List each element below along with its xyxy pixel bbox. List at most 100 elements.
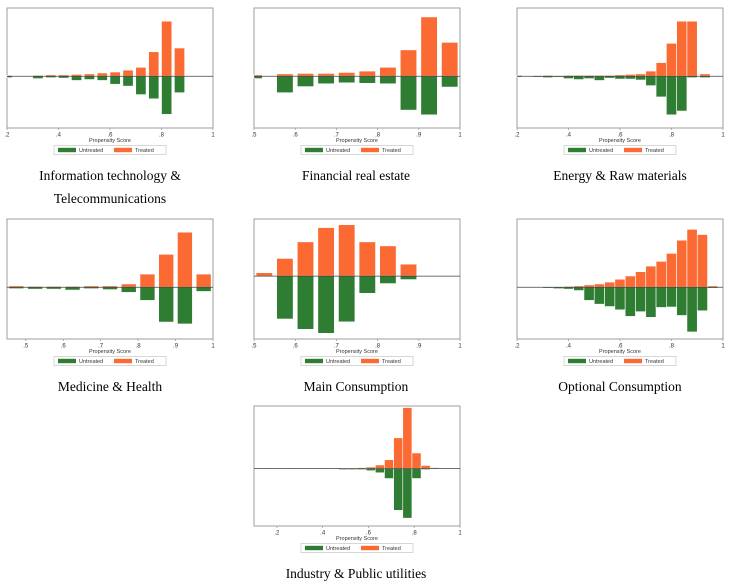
treated-bar	[646, 71, 656, 76]
x-axis-title: Propensity Score	[336, 536, 378, 542]
untreated-bar	[394, 469, 403, 511]
untreated-bar	[375, 469, 384, 473]
legend-label: Treated	[645, 359, 664, 365]
treated-bar	[400, 50, 416, 76]
untreated-bar	[136, 76, 146, 94]
untreated-bar	[380, 76, 396, 84]
caption-line: Optional Consumption	[500, 375, 732, 398]
legend-label: Treated	[135, 359, 154, 365]
untreated-bar	[697, 287, 707, 311]
treated-bar	[635, 272, 645, 288]
x-tick-label: .8	[669, 133, 675, 139]
x-tick-label: .5	[23, 344, 29, 350]
untreated-bar	[110, 76, 120, 84]
x-axis-title: Propensity Score	[336, 138, 378, 144]
untreated-bar	[65, 287, 80, 290]
legend-swatch	[305, 546, 323, 550]
legend: Untreated Treated	[564, 357, 676, 366]
untreated-bar	[359, 76, 375, 83]
untreated-bar	[384, 469, 393, 479]
treated-bar	[656, 63, 666, 77]
untreated-bar	[403, 469, 412, 519]
untreated-bar	[140, 287, 155, 300]
x-tick-label: 1	[458, 133, 462, 139]
panel-caption: Main Consumption	[236, 375, 476, 398]
untreated-bar	[441, 76, 457, 87]
legend-label: Untreated	[79, 359, 103, 365]
untreated-bar	[412, 469, 421, 479]
treated-bar	[359, 242, 375, 276]
untreated-bar	[625, 76, 635, 79]
untreated-bar	[123, 76, 133, 86]
untreated-bar	[297, 276, 313, 329]
x-tick-label: 1	[721, 133, 725, 139]
untreated-bar	[338, 276, 354, 322]
panel-caption: Optional Consumption	[500, 375, 732, 398]
x-tick-label: .8	[136, 344, 142, 350]
untreated-bar	[71, 76, 81, 80]
untreated-bar	[338, 76, 354, 83]
untreated-bar	[400, 76, 416, 110]
untreated-bar	[400, 276, 416, 279]
treated-bar	[174, 48, 184, 76]
treated-bar	[687, 21, 697, 76]
legend-swatch	[114, 148, 132, 152]
x-tick-label: 1	[211, 133, 215, 139]
treated-bar	[159, 254, 174, 287]
untreated-bar	[421, 76, 437, 115]
treated-bar	[441, 42, 457, 76]
x-tick-label: .9	[416, 133, 422, 139]
untreated-bar	[646, 287, 656, 317]
untreated-bar	[625, 287, 635, 316]
treated-bar	[384, 460, 393, 469]
x-axis-title: Propensity Score	[89, 138, 131, 144]
x-tick-label: .9	[416, 344, 422, 350]
x-tick-label: 1	[211, 344, 215, 350]
x-tick-label: .4	[56, 133, 62, 139]
untreated-bar	[84, 76, 94, 79]
treated-bar	[121, 284, 136, 287]
untreated-bar	[656, 76, 666, 97]
untreated-bar	[615, 76, 625, 79]
x-tick-label: .5	[251, 344, 257, 350]
treated-bar	[256, 273, 272, 276]
untreated-bar	[677, 76, 687, 111]
treated-bar	[318, 228, 334, 277]
treated-bar	[615, 279, 625, 287]
untreated-bar	[297, 76, 313, 86]
treated-bar	[359, 71, 375, 76]
untreated-bar	[605, 287, 615, 306]
legend-label: Untreated	[589, 359, 613, 365]
treated-bar	[697, 235, 707, 288]
x-tick-label: .2	[4, 133, 10, 139]
treated-bar	[318, 73, 334, 76]
treated-bar	[687, 229, 697, 287]
treated-bar	[646, 266, 656, 287]
treated-bar	[338, 72, 354, 76]
x-tick-label: .6	[293, 133, 299, 139]
caption-line: Industry & Public utilities	[236, 562, 476, 585]
x-tick-label: .6	[61, 344, 67, 350]
caption-line: Medicine & Health	[0, 375, 230, 398]
untreated-bar	[584, 287, 594, 300]
treated-bar	[297, 242, 313, 276]
untreated-bar	[677, 287, 687, 315]
untreated-bar	[574, 287, 584, 290]
panel-caption: Information technology &Telecommunicatio…	[0, 164, 230, 210]
treated-bar	[421, 465, 430, 468]
treated-bar	[196, 274, 211, 287]
treated-bar	[277, 258, 293, 276]
legend-swatch	[305, 148, 323, 152]
untreated-bar	[149, 76, 159, 99]
panel-caption: Financial real estate	[236, 164, 476, 187]
legend-swatch	[58, 148, 76, 152]
legend-label: Treated	[382, 546, 401, 552]
